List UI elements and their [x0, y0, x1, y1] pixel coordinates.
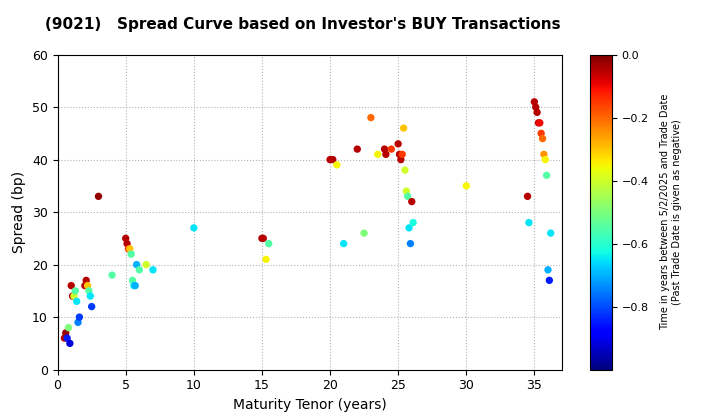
- Point: [351, 146, 363, 152]
- Point: [120, 235, 132, 242]
- Point: [386, 146, 397, 152]
- Point: [359, 230, 370, 236]
- Point: [71, 298, 82, 305]
- Point: [125, 251, 137, 257]
- Point: [534, 119, 546, 126]
- Point: [327, 156, 338, 163]
- Text: (9021)   Spread Curve based on Investor's BUY Transactions: (9021) Spread Curve based on Investor's …: [45, 17, 560, 32]
- X-axis label: Maturity Tenor (years): Maturity Tenor (years): [233, 398, 387, 412]
- Point: [58, 335, 70, 341]
- Point: [67, 293, 78, 299]
- Point: [392, 140, 404, 147]
- Point: [72, 319, 84, 326]
- Point: [541, 172, 552, 179]
- Point: [537, 135, 549, 142]
- Point: [402, 193, 413, 199]
- Point: [400, 188, 412, 194]
- Point: [107, 272, 118, 278]
- Point: [338, 240, 349, 247]
- Point: [86, 303, 97, 310]
- Point: [539, 156, 551, 163]
- Point: [256, 235, 268, 242]
- Point: [405, 240, 416, 247]
- Point: [522, 193, 534, 199]
- Y-axis label: Time in years between 5/2/2025 and Trade Date
(Past Trade Date is given as negat: Time in years between 5/2/2025 and Trade…: [660, 94, 682, 330]
- Point: [61, 335, 73, 341]
- Point: [536, 130, 547, 137]
- Point: [124, 245, 135, 252]
- Point: [66, 282, 77, 289]
- Point: [324, 156, 336, 163]
- Point: [531, 109, 543, 116]
- Point: [538, 151, 549, 158]
- Point: [130, 282, 141, 289]
- Point: [127, 277, 138, 284]
- Point: [260, 256, 271, 263]
- Point: [147, 266, 158, 273]
- Point: [128, 282, 140, 289]
- Point: [263, 240, 274, 247]
- Point: [131, 261, 143, 268]
- Point: [395, 156, 407, 163]
- Point: [380, 151, 392, 158]
- Point: [398, 125, 410, 131]
- Point: [544, 277, 555, 284]
- Point: [122, 245, 134, 252]
- Point: [406, 198, 418, 205]
- Point: [258, 235, 269, 242]
- Point: [461, 182, 472, 189]
- Point: [60, 329, 71, 336]
- Point: [79, 282, 91, 289]
- Point: [542, 266, 554, 273]
- Point: [121, 240, 132, 247]
- Point: [399, 167, 410, 173]
- Point: [331, 161, 343, 168]
- Point: [70, 287, 81, 294]
- Y-axis label: Spread (bp): Spread (bp): [12, 171, 27, 253]
- Point: [533, 119, 544, 126]
- Point: [365, 114, 377, 121]
- Point: [372, 151, 384, 158]
- Point: [528, 98, 540, 105]
- Point: [523, 219, 535, 226]
- Point: [397, 151, 408, 158]
- Point: [394, 151, 405, 158]
- Point: [63, 324, 74, 331]
- Point: [530, 104, 541, 110]
- Point: [93, 193, 104, 199]
- Point: [73, 314, 85, 320]
- Point: [140, 261, 152, 268]
- Point: [84, 287, 95, 294]
- Point: [545, 230, 557, 236]
- Point: [82, 282, 94, 289]
- Point: [188, 224, 199, 231]
- Point: [84, 293, 96, 299]
- Point: [134, 266, 145, 273]
- Point: [403, 224, 415, 231]
- Point: [68, 293, 80, 299]
- Point: [408, 219, 419, 226]
- Point: [64, 340, 76, 347]
- Point: [81, 277, 92, 284]
- Point: [379, 146, 390, 152]
